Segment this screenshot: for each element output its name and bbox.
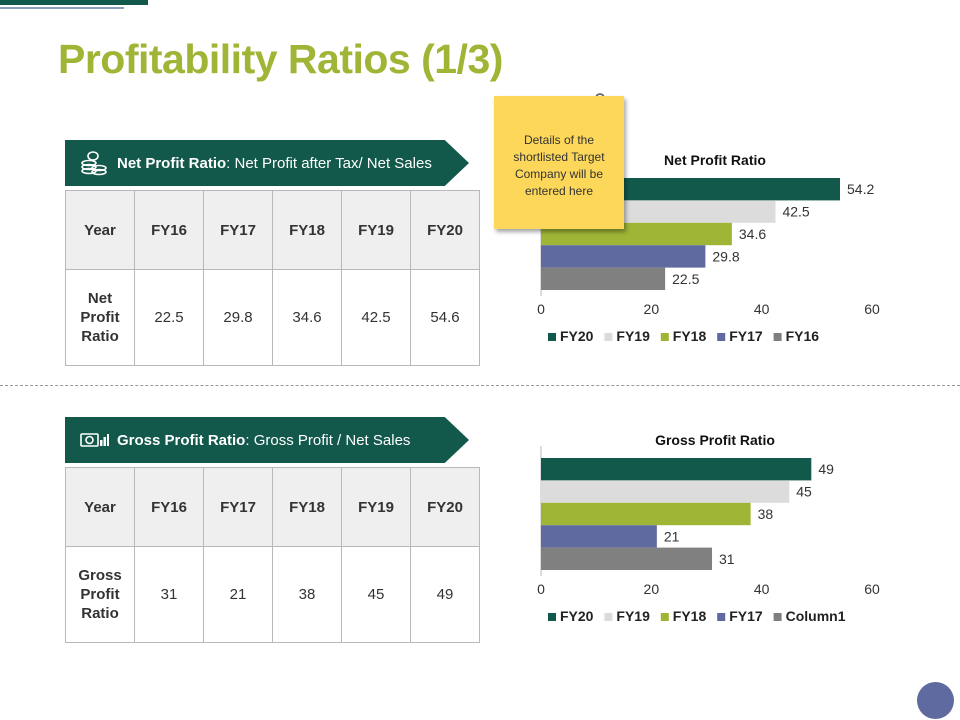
table-header-cell: FY18 — [272, 190, 342, 270]
data-label: 49 — [818, 461, 834, 477]
x-tick-label: 40 — [754, 301, 770, 317]
x-tick-label: 0 — [537, 581, 545, 597]
table-header-cell: Year — [65, 190, 135, 270]
corner-accent-line — [0, 7, 124, 9]
x-tick-label: 60 — [864, 581, 880, 597]
legend-swatch — [773, 613, 782, 621]
legend-label: FY18 — [673, 608, 707, 624]
legend-label: Column1 — [786, 608, 846, 624]
table-cell: 49 — [410, 546, 480, 643]
legend-swatch — [660, 333, 669, 341]
x-tick-label: 20 — [644, 301, 660, 317]
table-row-label: Net Profit Ratio — [65, 269, 135, 366]
legend-swatch — [548, 333, 556, 341]
legend-label: FY19 — [616, 328, 650, 344]
page-title: Profitability Ratios (1/3) — [58, 36, 503, 82]
legend-swatch — [604, 333, 613, 341]
legend-label: FY16 — [786, 328, 820, 344]
table-cell: 21 — [203, 546, 273, 643]
sticky-note: Details of the shortlisted Target Compan… — [494, 96, 624, 229]
table-header-cell: FY19 — [341, 190, 411, 270]
legend-label: FY17 — [729, 328, 763, 344]
table-header-cell: FY20 — [410, 467, 480, 547]
legend-swatch — [773, 333, 782, 341]
table-cell: 34.6 — [272, 269, 342, 366]
gross-profit-banner: Gross Profit Ratio: Gross Profit / Net S… — [65, 417, 469, 463]
table-header-cell: FY16 — [134, 467, 204, 547]
table-cell: 45 — [341, 546, 411, 643]
legend-swatch — [717, 613, 726, 621]
data-label: 21 — [664, 528, 680, 544]
next-slide-button[interactable] — [917, 682, 954, 719]
bar-fy17 — [541, 525, 657, 548]
bar-column1 — [541, 547, 713, 570]
net-profit-table: Year FY16 FY17 FY18 FY19 FY20 Net Profit… — [65, 190, 480, 366]
table-row: Net Profit Ratio 22.5 29.8 34.6 42.5 54.… — [65, 269, 480, 366]
legend-swatch — [660, 613, 669, 621]
x-tick-label: 0 — [537, 301, 545, 317]
bar-fy19 — [541, 480, 790, 503]
table-header-cell: FY16 — [134, 190, 204, 270]
bar-fy16 — [541, 267, 666, 290]
bar-fy18 — [541, 502, 751, 526]
bar-fy20 — [541, 458, 812, 481]
legend-label: FY20 — [560, 608, 594, 624]
table-cell: 31 — [134, 546, 204, 643]
corner-accent-bar — [0, 0, 148, 5]
table-header-cell: FY19 — [341, 467, 411, 547]
cash-chart-icon — [80, 433, 109, 447]
table-header-cell: FY20 — [410, 190, 480, 270]
net-profit-banner: Net Profit Ratio: Net Profit after Tax/ … — [65, 140, 469, 186]
chart-title: Gross Profit Ratio — [655, 432, 775, 448]
x-tick-label: 40 — [754, 581, 770, 597]
legend-swatch — [604, 613, 613, 621]
legend-label: FY18 — [673, 328, 707, 344]
table-cell: 29.8 — [203, 269, 273, 366]
bar-fy17 — [541, 245, 706, 268]
legend-label: FY17 — [729, 608, 763, 624]
section-divider — [0, 385, 960, 386]
coin-stack-icon — [81, 151, 107, 176]
table-header-cell: FY17 — [203, 190, 273, 270]
table-cell: 54.6 — [410, 269, 480, 366]
legend-label: FY20 — [560, 328, 594, 344]
legend-swatch — [548, 613, 556, 621]
table-header-cell: Year — [65, 467, 135, 547]
legend-swatch — [717, 333, 726, 341]
table-header-cell: FY18 — [272, 467, 342, 547]
table-header-row: Year FY16 FY17 FY18 FY19 FY20 — [65, 467, 480, 547]
table-cell: 42.5 — [341, 269, 411, 366]
gross-profit-banner-text: Gross Profit Ratio: Gross Profit / Net S… — [117, 431, 411, 449]
net-profit-banner-text: Net Profit Ratio: Net Profit after Tax/ … — [117, 154, 432, 172]
gross-profit-chart: Gross Profit Ratio 49 45 38 21 31 0 20 40 60 FY20 F… — [537, 432, 880, 624]
table-row-label: Gross Profit Ratio — [65, 546, 135, 643]
table-row: Gross Profit Ratio 31 21 38 45 49 — [65, 546, 480, 643]
table-cell: 38 — [272, 546, 342, 643]
data-label: 42.5 — [782, 204, 809, 220]
table-cell: 22.5 — [134, 269, 204, 366]
data-label: 29.8 — [712, 248, 739, 264]
data-label: 22.5 — [672, 271, 699, 287]
x-tick-label: 60 — [864, 301, 880, 317]
table-header-cell: FY17 — [203, 467, 273, 547]
table-header-row: Year FY16 FY17 FY18 FY19 FY20 — [65, 190, 480, 270]
data-label: 34.6 — [739, 226, 766, 242]
data-label: 54.2 — [847, 181, 874, 197]
data-label: 31 — [719, 551, 735, 567]
data-label: 38 — [758, 506, 774, 522]
data-label: 45 — [796, 484, 812, 500]
gross-profit-table: Year FY16 FY17 FY18 FY19 FY20 Gross Prof… — [65, 467, 480, 643]
chart-title: Net Profit Ratio — [664, 152, 766, 168]
legend-label: FY19 — [616, 608, 650, 624]
x-tick-label: 20 — [644, 581, 660, 597]
